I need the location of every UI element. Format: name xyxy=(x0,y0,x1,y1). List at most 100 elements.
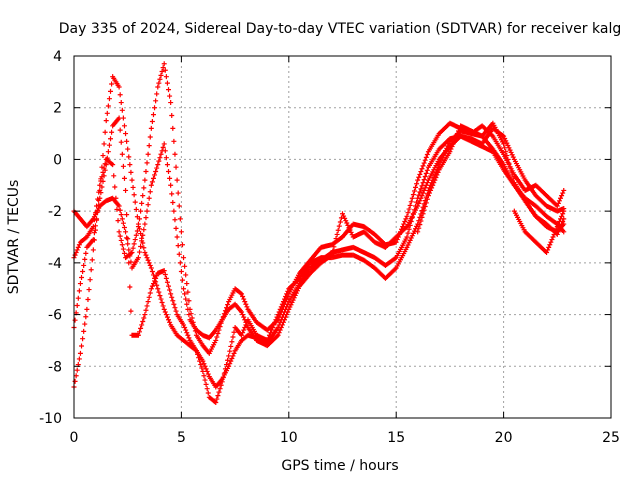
data-point xyxy=(561,187,567,193)
x-tick-label: 0 xyxy=(70,430,79,446)
x-tick-label: 10 xyxy=(280,430,298,446)
data-point xyxy=(116,84,122,90)
data-point xyxy=(142,312,148,318)
interpolated-marks xyxy=(555,218,566,235)
data-point xyxy=(239,291,245,297)
data-point xyxy=(142,177,148,183)
interpolated-marks xyxy=(555,211,566,227)
interpolated-marks xyxy=(534,240,548,254)
interpolated-marks xyxy=(502,145,516,182)
series-track-1 xyxy=(71,74,567,390)
interpolated-marks xyxy=(405,181,420,216)
interpolated-marks xyxy=(195,351,205,371)
y-tick-label: -4 xyxy=(48,256,62,272)
data-point xyxy=(181,255,187,261)
data-point xyxy=(155,286,161,292)
interpolated-marks xyxy=(72,288,82,323)
data-point xyxy=(148,182,154,188)
interpolated-marks xyxy=(85,238,95,249)
interpolated-marks xyxy=(276,309,291,336)
interpolated-marks xyxy=(143,189,153,221)
data-point xyxy=(415,229,421,235)
interpolated-marks xyxy=(426,158,441,181)
interpolated-marks xyxy=(512,182,527,202)
interpolated-marks xyxy=(156,65,166,86)
data-point xyxy=(103,118,109,124)
interpolated-marks xyxy=(426,132,441,153)
interpolated-marks xyxy=(545,214,559,226)
data-point xyxy=(181,322,187,328)
data-point xyxy=(213,399,219,405)
interpolated-marks xyxy=(137,185,147,222)
interpolated-marks xyxy=(308,258,323,270)
data-point xyxy=(239,332,245,338)
interpolated-marks xyxy=(188,339,198,352)
data-point xyxy=(116,115,122,121)
interpolated-marks xyxy=(362,230,377,244)
interpolated-marks xyxy=(214,320,224,340)
interpolated-marks xyxy=(175,243,185,283)
interpolated-marks xyxy=(137,315,147,335)
data-point xyxy=(168,182,174,188)
data-point xyxy=(123,187,129,193)
interpolated-marks xyxy=(220,357,231,380)
interpolated-marks xyxy=(416,180,430,206)
interpolated-marks xyxy=(437,141,452,165)
interpolated-marks xyxy=(373,232,387,247)
interpolated-marks xyxy=(341,222,355,239)
interpolated-marks xyxy=(124,250,134,260)
interpolated-marks xyxy=(534,194,548,208)
data-point xyxy=(181,286,187,292)
interpolated-marks xyxy=(437,150,452,171)
data-point xyxy=(168,291,174,297)
interpolated-marks xyxy=(394,246,409,269)
data-point xyxy=(90,247,96,253)
interpolated-marks xyxy=(182,263,192,304)
interpolated-marks xyxy=(214,382,224,402)
interpolated-marks xyxy=(416,152,430,180)
interpolated-marks xyxy=(491,148,506,166)
interpolated-marks xyxy=(405,205,420,228)
interpolated-marks xyxy=(394,216,409,243)
data-point xyxy=(161,306,167,312)
interpolated-marks xyxy=(137,227,147,255)
interpolated-marks xyxy=(117,207,127,231)
data-point xyxy=(193,348,199,354)
interpolated-marks xyxy=(298,259,312,275)
interpolated-marks xyxy=(308,246,323,262)
interpolated-marks xyxy=(362,258,377,270)
interpolated-marks xyxy=(85,225,95,238)
interpolated-marks xyxy=(175,333,185,343)
interpolated-marks xyxy=(491,122,506,145)
data-point xyxy=(148,265,154,271)
interpolated-marks xyxy=(182,338,192,348)
interpolated-marks xyxy=(104,81,115,116)
data-point xyxy=(226,353,232,359)
data-point xyxy=(425,193,431,199)
interpolated-marks xyxy=(182,325,192,341)
interpolated-marks xyxy=(330,235,344,247)
data-point xyxy=(148,286,154,292)
interpolated-marks xyxy=(137,226,147,251)
y-tick-label: -2 xyxy=(48,204,62,220)
interpolated-marks xyxy=(162,309,173,325)
data-point xyxy=(123,131,129,137)
interpolated-marks xyxy=(545,226,559,253)
interpolated-marks xyxy=(156,144,166,164)
data-point xyxy=(213,337,219,343)
interpolated-marks xyxy=(405,223,420,248)
data-point xyxy=(219,379,225,385)
interpolated-marks xyxy=(341,245,355,253)
interpolated-marks xyxy=(233,287,243,296)
series-track-5 xyxy=(415,120,567,237)
interpolated-marks xyxy=(534,214,548,226)
data-point xyxy=(77,281,83,287)
data-point xyxy=(135,224,141,230)
interpolated-marks xyxy=(169,112,179,170)
interpolated-marks xyxy=(233,326,243,337)
interpolated-marks xyxy=(480,134,495,151)
chart-title: Day 335 of 2024, Sidereal Day-to-day VTE… xyxy=(59,21,621,37)
interpolated-marks xyxy=(308,261,323,275)
interpolated-marks xyxy=(79,250,89,281)
